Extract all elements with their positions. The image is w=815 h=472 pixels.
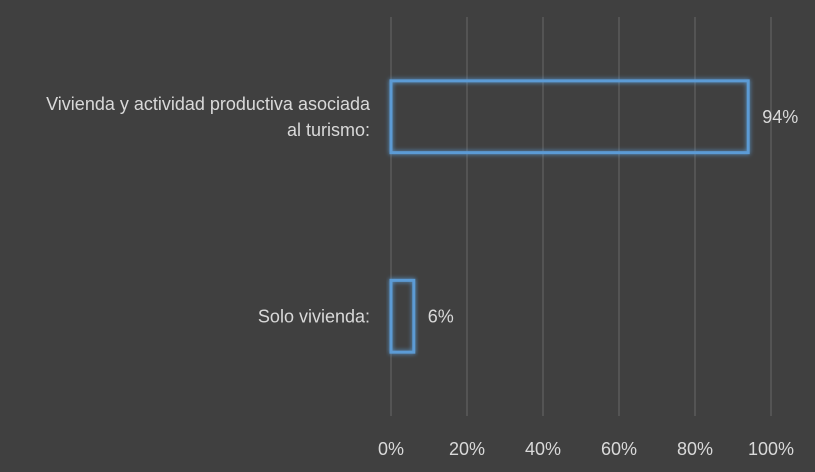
data-label-1: 6% [428, 306, 454, 326]
labels: 0% 20% 40% 60% 80% 100% 94% Vivienda y activida… [46, 94, 798, 459]
x-tick-label: 60% [601, 439, 637, 459]
x-tick-label: 40% [525, 439, 561, 459]
x-tick-label: 100% [748, 439, 794, 459]
category-label-1: Solo vivienda: [258, 306, 370, 326]
gridlines [390, 17, 772, 416]
x-tick-label: 80% [677, 439, 713, 459]
x-tick-label: 0% [378, 439, 404, 459]
bars [389, 79, 750, 354]
x-tick-label: 20% [449, 439, 485, 459]
data-label-0: 94% [762, 107, 798, 127]
category-label-0: Vivienda y actividad productiva asociada… [46, 94, 371, 140]
bar-0 [389, 79, 750, 155]
bar-1 [389, 278, 416, 354]
